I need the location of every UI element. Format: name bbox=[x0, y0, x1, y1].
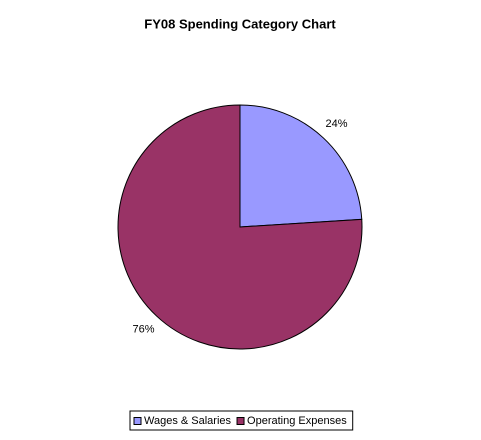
data-label: 24% bbox=[326, 118, 348, 130]
pie-slice bbox=[117, 104, 363, 350]
legend-swatch bbox=[133, 417, 142, 425]
legend-label: Operating Expenses bbox=[247, 415, 347, 427]
pie-slice bbox=[239, 104, 363, 228]
chart-title: FY08 Spending Category Chart bbox=[144, 16, 336, 31]
legend-swatch bbox=[236, 417, 245, 425]
legend-label: Wages & Salaries bbox=[144, 415, 232, 427]
data-label: 76% bbox=[132, 324, 154, 336]
